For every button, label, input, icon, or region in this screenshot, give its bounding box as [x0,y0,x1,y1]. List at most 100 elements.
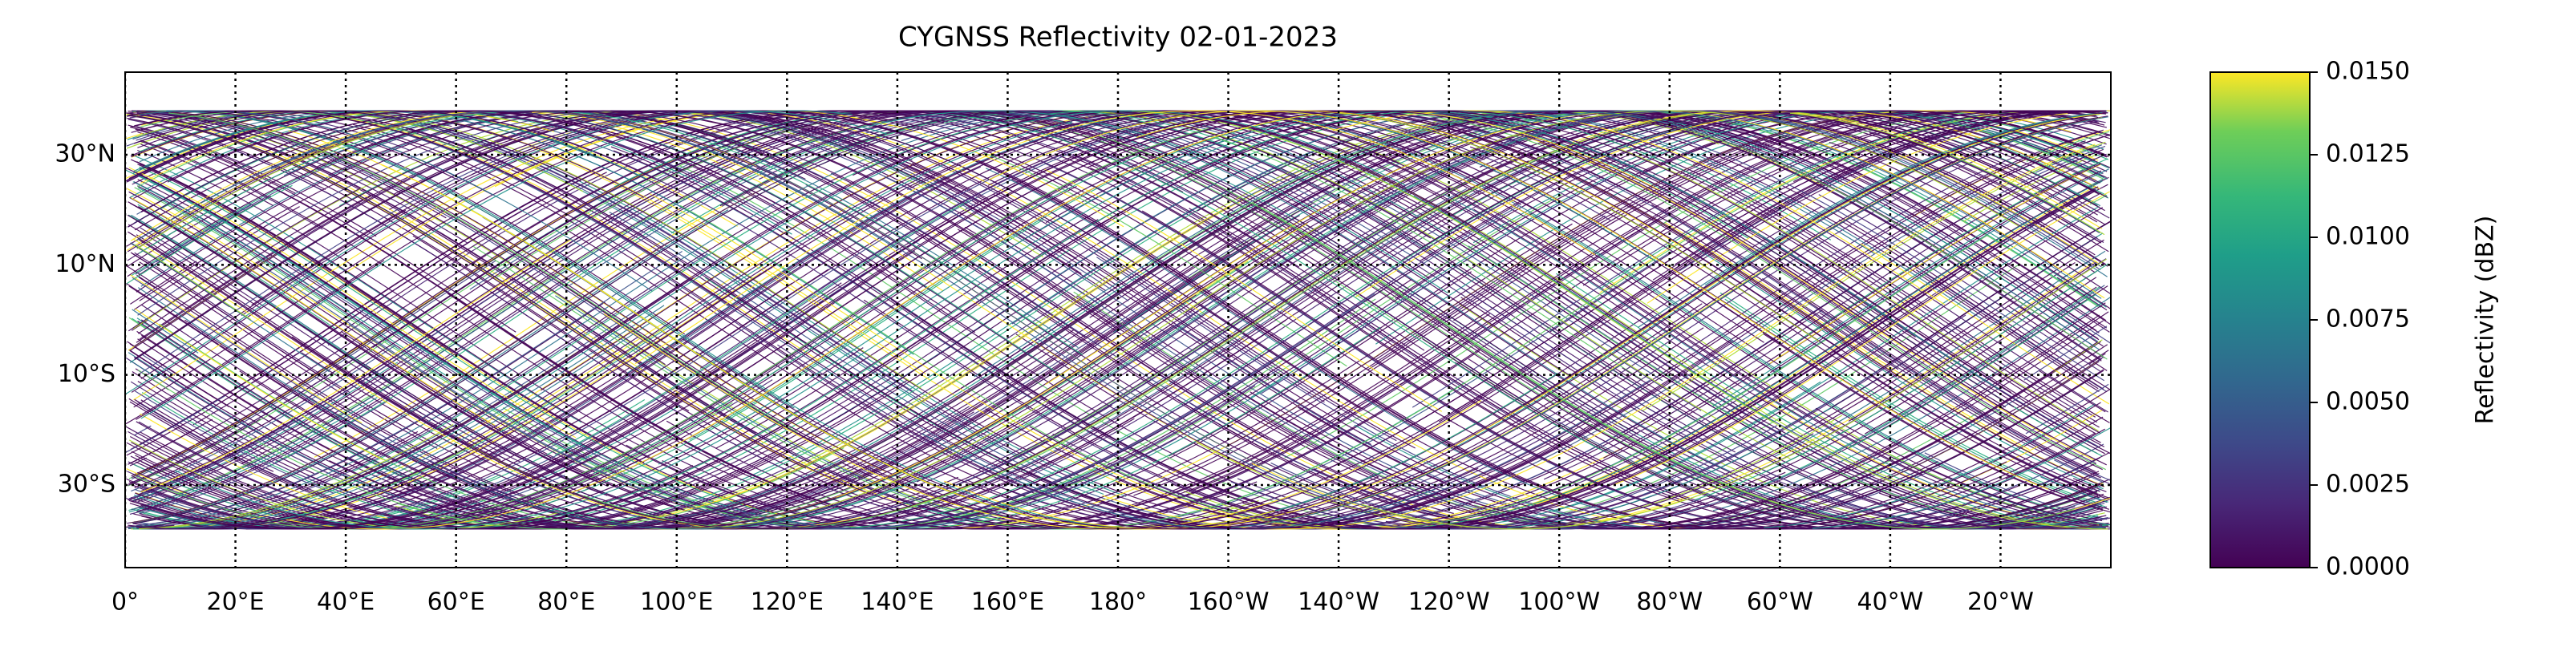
swath [241,260,573,464]
x-tick-label: 20°E [206,588,264,617]
swath [1690,369,2104,530]
swath [857,239,1256,479]
swath [1712,178,2110,423]
swath [2054,459,2104,483]
swath [1444,193,2106,528]
swath [128,253,708,530]
x-tick-label: 140°E [861,588,934,617]
swath [134,252,350,394]
swath [2043,265,2111,309]
swath [140,140,323,230]
swath [1362,258,2108,530]
swath [136,317,435,489]
swath [1468,358,2098,530]
swath [423,110,1648,524]
swath [644,110,2019,530]
swath [127,113,921,509]
swath [751,112,1397,442]
swath [1339,112,1820,342]
y-tick-label: 30°N [55,140,115,168]
swath [1831,110,2097,158]
swath [126,184,293,285]
swath [133,181,350,312]
swath [1847,293,2096,450]
swath [2086,178,2104,188]
swath [129,126,296,194]
x-tick-label: 140°W [1298,588,1379,617]
swath [329,329,1075,530]
swath [135,244,252,321]
swath [129,343,230,408]
x-tick-label: 120°W [1408,588,1490,617]
swath [130,242,330,373]
swath [1780,233,2096,435]
swath [774,110,2015,530]
swath [1805,239,2104,431]
swath [1083,111,1432,239]
swath [1189,110,2101,434]
swath [520,110,1746,530]
swath [132,209,729,524]
swath [141,354,176,376]
swath [1225,118,1839,447]
swath [2049,361,2100,394]
swath [1230,425,1778,530]
swath [465,113,1112,446]
swath [529,146,1623,530]
swath [132,309,199,354]
swath [1200,303,2111,530]
swath [2023,142,2107,179]
swath [140,175,1282,530]
swath [132,370,315,475]
swath [277,121,1073,520]
swath [140,215,1300,530]
swath [1096,257,1941,530]
swath [1665,222,2030,451]
swath [1760,117,2108,277]
swath [1013,176,1477,458]
swath [1011,110,2105,382]
swath [1789,249,2105,447]
swath [1401,110,2098,261]
swath [129,282,842,530]
swath [136,431,419,528]
swath [1419,111,1916,338]
swath [478,115,1124,452]
x-tick-label: 40°E [317,588,375,617]
swath [1829,141,2111,295]
swath [136,402,733,530]
swath [130,381,694,530]
swath [127,110,1054,524]
swath [1096,129,1676,455]
swath [1054,153,1519,430]
x-tick-label: 100°W [1518,588,1600,617]
swath [650,204,1231,520]
swath [1676,126,2108,360]
swath [128,110,1452,528]
swath [1499,135,2096,472]
swath [1684,461,2032,530]
swath [1719,292,2101,505]
swath [2050,131,2100,149]
colorbar-tick-label: 0.0075 [2326,305,2410,334]
swath [135,128,516,333]
swath [980,110,2106,530]
swath [2039,370,2106,413]
swath [134,131,549,361]
swath [912,162,1938,530]
swath [1044,168,1443,412]
swath [1833,350,2099,495]
swath [447,293,1491,530]
swath [1028,269,1444,503]
swath [155,110,1464,521]
swath [1711,197,2043,407]
swath [1516,133,2096,462]
swath [610,146,1456,530]
swath [140,110,953,313]
swath [283,110,1079,349]
swath [135,347,864,530]
swath [131,497,413,530]
swath [140,139,820,508]
swath [1473,208,1805,419]
